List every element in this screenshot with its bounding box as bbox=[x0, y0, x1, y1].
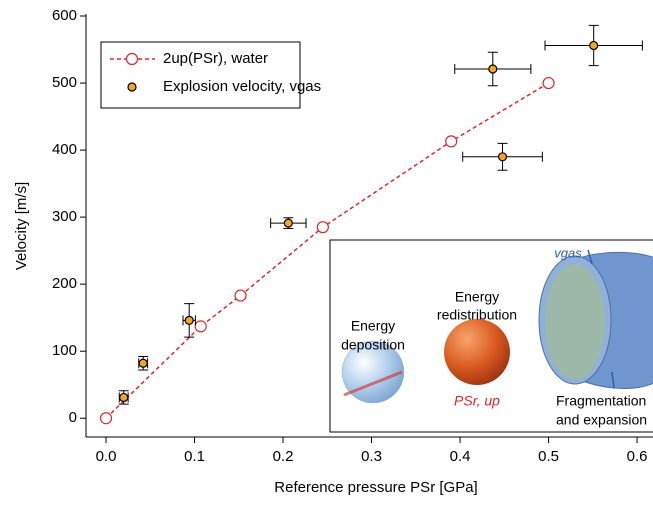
point bbox=[185, 316, 193, 324]
point bbox=[317, 222, 328, 233]
y-tick-label: 600 bbox=[52, 7, 77, 24]
legend-marker bbox=[127, 54, 138, 65]
x-tick-label: 0.0 bbox=[96, 448, 117, 465]
y-tick-label: 400 bbox=[52, 141, 77, 158]
inset-label: redistribution bbox=[437, 307, 517, 323]
x-tick-label: 0.5 bbox=[538, 448, 559, 465]
inset: Energy deposition Energy redistribution … bbox=[330, 240, 653, 432]
inset-label: Energy bbox=[351, 318, 395, 334]
x-tick-label: 0.3 bbox=[361, 448, 382, 465]
inset-label: PSr, up bbox=[454, 393, 500, 409]
inset-label: vgas bbox=[554, 245, 582, 260]
y-tick-label: 0 bbox=[69, 409, 77, 426]
legend-label: Explosion velocity, vgas bbox=[163, 78, 321, 95]
point bbox=[590, 42, 598, 50]
y-tick-label: 100 bbox=[52, 342, 77, 359]
point bbox=[235, 290, 246, 301]
inset-label: deposition bbox=[341, 337, 405, 353]
point bbox=[120, 393, 128, 401]
point bbox=[499, 153, 507, 161]
point bbox=[543, 78, 554, 89]
inset-label: Energy bbox=[455, 289, 499, 305]
y-tick-label: 200 bbox=[52, 275, 77, 292]
legend-marker bbox=[128, 83, 136, 91]
inset-label: Fragmentation bbox=[556, 393, 646, 409]
point bbox=[446, 136, 457, 147]
y-tick-label: 300 bbox=[52, 208, 77, 225]
inset-label: and expansion bbox=[556, 412, 647, 428]
x-tick-label: 0.6 bbox=[627, 448, 648, 465]
chart: Energy deposition Energy redistribution … bbox=[0, 0, 653, 505]
shell-face bbox=[545, 264, 605, 380]
y-axis-title: Velocity [m/s] bbox=[13, 182, 30, 270]
x-tick-label: 0.2 bbox=[273, 448, 294, 465]
legend-label: 2up(PSr), water bbox=[163, 50, 268, 67]
redistribution-sphere bbox=[444, 319, 510, 385]
point bbox=[284, 219, 292, 227]
x-tick-label: 0.1 bbox=[184, 448, 205, 465]
point bbox=[101, 413, 112, 424]
y-tick-label: 500 bbox=[52, 74, 77, 91]
point bbox=[139, 359, 147, 367]
point bbox=[195, 321, 206, 332]
x-tick-label: 0.4 bbox=[450, 448, 471, 465]
x-axis-title: Reference pressure PSr [GPa] bbox=[274, 479, 477, 496]
point bbox=[489, 65, 497, 73]
page: Energy deposition Energy redistribution … bbox=[0, 0, 653, 505]
